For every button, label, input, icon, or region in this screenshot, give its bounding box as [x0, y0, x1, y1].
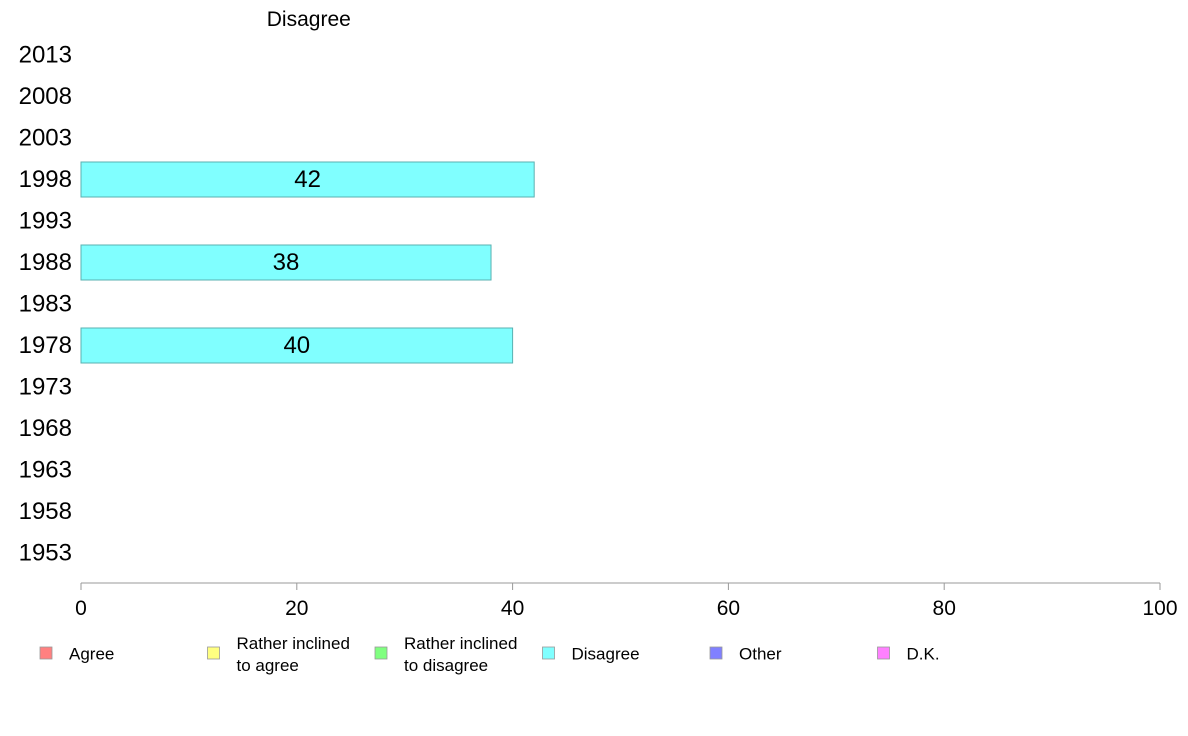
y-tick-label: 1953 — [19, 540, 72, 567]
y-tick-label: 1963 — [19, 457, 72, 484]
x-tick-label: 20 — [285, 597, 308, 620]
legend-label: Disagree — [572, 645, 640, 664]
legend-label: Rather inclined to disagree — [404, 634, 517, 675]
legend-label: D.K. — [907, 645, 940, 664]
y-tick-label: 2008 — [19, 83, 72, 110]
x-tick-label: 0 — [75, 597, 87, 620]
legend-swatch — [877, 646, 890, 660]
legend-swatch — [374, 646, 388, 660]
x-axis: 0 20 40 60 80 100 — [75, 582, 1178, 620]
bar-value-label: 42 — [294, 166, 321, 193]
legend-item: Rather inclined to disagree — [374, 634, 517, 675]
bar-value-label: 38 — [273, 249, 300, 276]
y-tick-label: 1983 — [19, 291, 72, 318]
legend-item: Disagree — [542, 645, 640, 664]
panel-title: Disagree — [267, 8, 351, 31]
y-tick-label: 1988 — [19, 249, 72, 276]
legend-item: Agree — [39, 645, 114, 664]
y-tick-label: 1978 — [19, 332, 72, 359]
y-tick-label: 2003 — [19, 125, 72, 152]
legend-swatch — [39, 646, 53, 660]
bars: 42 38 40 — [80, 161, 535, 364]
legend-swatch — [709, 646, 723, 660]
legend-item: Rather inclined to agree — [207, 634, 350, 675]
bar — [80, 161, 535, 198]
legend-item: D.K. — [877, 645, 940, 664]
y-tick-label: 2013 — [19, 42, 72, 69]
legend: Agree Rather inclined to agree Rather incli… — [39, 634, 940, 675]
legend-swatch — [207, 646, 220, 660]
x-tick-label: 80 — [933, 597, 956, 620]
legend-swatch — [542, 646, 555, 660]
y-tick-label: 1958 — [19, 498, 72, 525]
bar — [80, 244, 492, 281]
x-tick-label: 40 — [501, 597, 524, 620]
bar — [80, 327, 514, 364]
x-tick-label: 60 — [717, 597, 740, 620]
x-tick-label: 100 — [1142, 597, 1177, 620]
legend-item: Other — [709, 645, 782, 664]
y-tick-label: 1993 — [19, 208, 72, 235]
y-tick-label: 1973 — [19, 374, 72, 401]
y-tick-label: 1998 — [19, 166, 72, 193]
legend-label: Other — [739, 645, 782, 664]
y-tick-label: 1968 — [19, 415, 72, 442]
bar-value-label: 40 — [283, 332, 310, 359]
legend-label: Agree — [69, 645, 114, 664]
legend-label: Rather inclined to agree — [237, 634, 350, 675]
y-axis-ticks: 2013 2008 2003 1998 1993 1988 1983 1978 1973 1968… — [19, 42, 72, 567]
